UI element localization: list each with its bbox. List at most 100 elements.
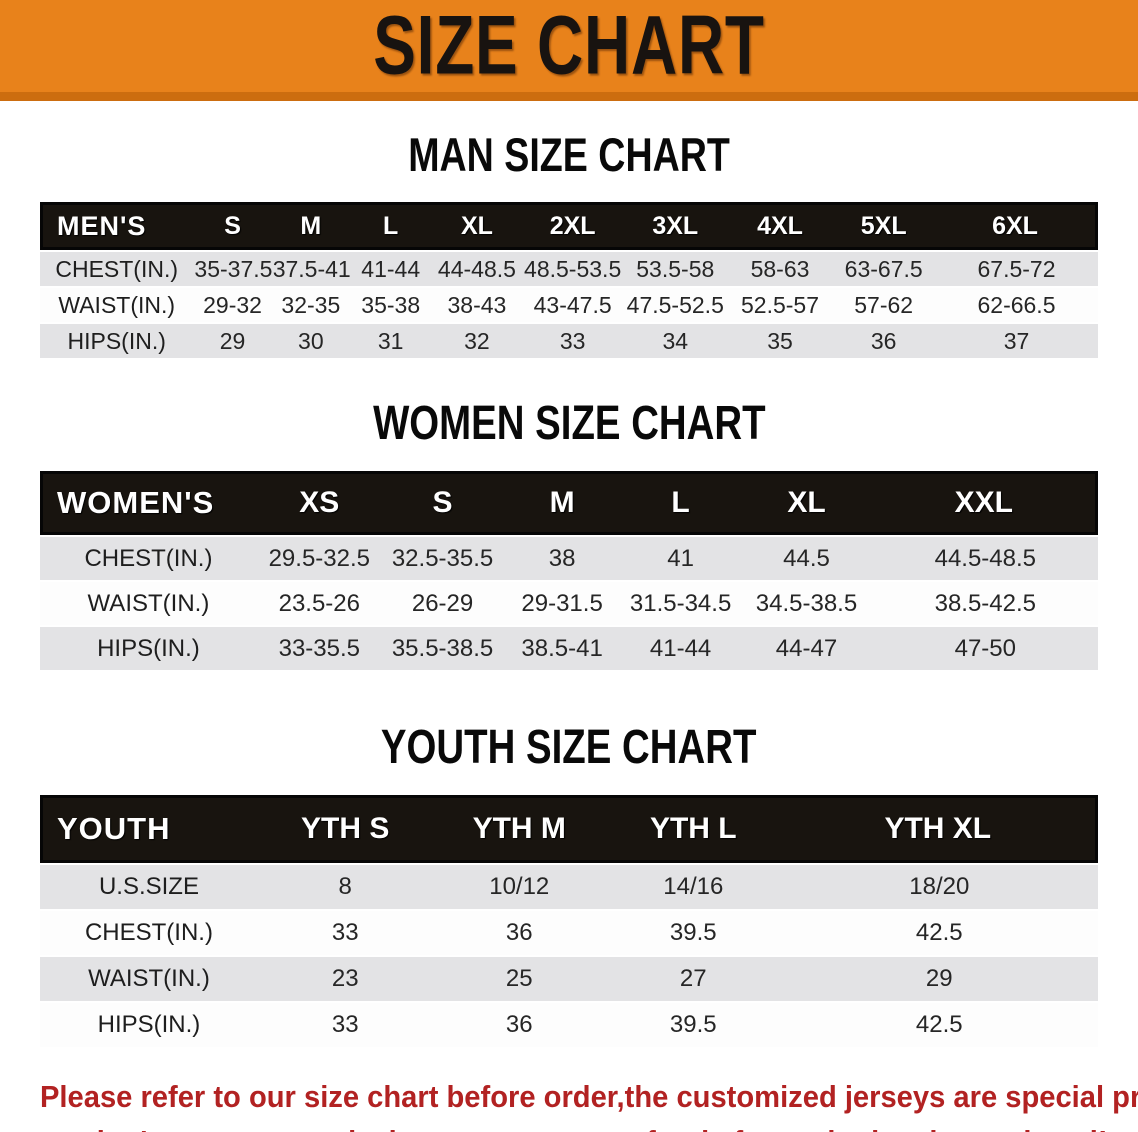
women-size-column-header: M bbox=[503, 471, 621, 535]
size-value-cell: 31.5-34.5 bbox=[620, 582, 741, 627]
size-value-cell: 38 bbox=[503, 535, 621, 582]
size-value-cell: 44.5 bbox=[740, 535, 873, 582]
women-size-column-header: XS bbox=[256, 471, 382, 535]
men-table-row: HIPS(IN.) 29 30 31 32 33 34 35 36 37 bbox=[40, 324, 1098, 360]
size-value-cell: 8 bbox=[257, 863, 433, 911]
size-value-cell: 57-62 bbox=[832, 288, 935, 324]
youth-table-row: CHEST(IN.) 33 36 39.5 42.5 bbox=[40, 911, 1098, 957]
size-value-cell: 41-44 bbox=[349, 250, 432, 288]
men-size-column-header: M bbox=[271, 202, 350, 250]
size-value-cell: 33-35.5 bbox=[256, 627, 382, 672]
men-size-column-header: 3XL bbox=[622, 202, 728, 250]
row-label: HIPS(IN.) bbox=[40, 1003, 258, 1049]
men-section-heading: MAN SIZE CHART bbox=[0, 127, 1138, 182]
youth-size-column-header: YTH XL bbox=[780, 795, 1098, 863]
size-value-cell: 44.5-48.5 bbox=[872, 535, 1098, 582]
row-label: WAIST(IN.) bbox=[40, 582, 257, 627]
size-value-cell: 47-50 bbox=[872, 627, 1098, 672]
size-value-cell: 37 bbox=[935, 324, 1098, 360]
women-table-row: WAIST(IN.) 23.5-26 26-29 29-31.5 31.5-34.5 34… bbox=[40, 582, 1098, 627]
size-value-cell: 41 bbox=[620, 535, 741, 582]
banner-title: SIZE CHART bbox=[373, 0, 765, 92]
youth-table-row: WAIST(IN.) 23 25 27 29 bbox=[40, 957, 1098, 1003]
row-label: HIPS(IN.) bbox=[40, 627, 257, 672]
youth-corner-label: YOUTH bbox=[40, 795, 258, 863]
size-value-cell: 14/16 bbox=[606, 863, 781, 911]
women-size-column-header: L bbox=[620, 471, 741, 535]
size-value-cell: 37.5-41 bbox=[271, 250, 351, 288]
disclaimer: Please refer to our size chart before or… bbox=[40, 1075, 1138, 1132]
size-value-cell: 44-47 bbox=[740, 627, 873, 672]
youth-table-row: U.S.SIZE 8 10/12 14/16 18/20 bbox=[40, 863, 1098, 911]
size-value-cell: 53.5-58 bbox=[622, 250, 728, 288]
row-label: U.S.SIZE bbox=[40, 863, 258, 911]
size-value-cell: 32 bbox=[431, 324, 523, 360]
size-value-cell: 44-48.5 bbox=[431, 250, 523, 288]
size-value-cell: 47.5-52.5 bbox=[622, 288, 728, 324]
size-value-cell: 48.5-53.5 bbox=[522, 250, 623, 288]
size-value-cell: 38.5-42.5 bbox=[872, 582, 1098, 627]
size-value-cell: 35-37.5 bbox=[193, 250, 272, 288]
size-value-cell: 52.5-57 bbox=[727, 288, 833, 324]
size-value-cell: 33 bbox=[257, 1003, 433, 1049]
youth-size-table: YOUTH YTH S YTH M YTH L YTH XL U.S.SIZE 8 10/1… bbox=[40, 795, 1098, 1049]
men-table-row: CHEST(IN.) 35-37.5 37.5-41 41-44 44-48.5 48.5… bbox=[40, 250, 1098, 288]
women-size-table: WOMEN'S XS S M L XL XXL CHEST(IN.) 29.5-32.5 32.… bbox=[40, 471, 1098, 672]
size-value-cell: 25 bbox=[432, 957, 606, 1003]
row-label: HIPS(IN.) bbox=[40, 324, 194, 360]
disclaimer-line-1: Please refer to our size chart before or… bbox=[40, 1079, 1138, 1114]
men-size-column-header: L bbox=[349, 202, 432, 250]
size-value-cell: 10/12 bbox=[432, 863, 606, 911]
men-size-column-header: 2XL bbox=[522, 202, 623, 250]
disclaimer-line-2: we don't accept cancel, change, teturn o… bbox=[40, 1120, 1108, 1132]
size-value-cell: 29.5-32.5 bbox=[256, 535, 382, 582]
size-value-cell: 23 bbox=[257, 957, 433, 1003]
size-value-cell: 62-66.5 bbox=[935, 288, 1098, 324]
size-value-cell: 30 bbox=[271, 324, 350, 360]
size-value-cell: 18/20 bbox=[780, 863, 1098, 911]
size-value-cell: 36 bbox=[432, 1003, 606, 1049]
size-value-cell: 36 bbox=[832, 324, 935, 360]
row-label: CHEST(IN.) bbox=[40, 250, 194, 288]
size-value-cell: 67.5-72 bbox=[935, 250, 1098, 288]
size-chart-banner: SIZE CHART bbox=[0, 0, 1138, 101]
size-value-cell: 29 bbox=[780, 957, 1098, 1003]
youth-table-row: HIPS(IN.) 33 36 39.5 42.5 bbox=[40, 1003, 1098, 1049]
size-value-cell: 35.5-38.5 bbox=[381, 627, 504, 672]
men-size-column-header: XL bbox=[431, 202, 523, 250]
women-size-column-header: S bbox=[381, 471, 504, 535]
men-size-table: MEN'S S M L XL 2XL 3XL 4XL 5XL 6XL CHEST(IN.) 35-3… bbox=[40, 202, 1098, 360]
size-value-cell: 42.5 bbox=[780, 911, 1098, 957]
size-value-cell: 31 bbox=[349, 324, 432, 360]
men-header-row: MEN'S S M L XL 2XL 3XL 4XL 5XL 6XL bbox=[40, 202, 1098, 250]
row-label: CHEST(IN.) bbox=[40, 535, 257, 582]
size-value-cell: 32.5-35.5 bbox=[381, 535, 504, 582]
size-value-cell: 23.5-26 bbox=[256, 582, 382, 627]
women-section-heading: WOMEN SIZE CHART bbox=[0, 396, 1138, 451]
women-corner-label: WOMEN'S bbox=[40, 471, 257, 535]
men-size-column-header: S bbox=[193, 202, 272, 250]
men-size-column-header: 5XL bbox=[832, 202, 935, 250]
men-size-column-header: 4XL bbox=[727, 202, 833, 250]
size-value-cell: 33 bbox=[522, 324, 623, 360]
size-value-cell: 34.5-38.5 bbox=[740, 582, 873, 627]
youth-section-heading: YOUTH SIZE CHART bbox=[0, 720, 1138, 775]
size-value-cell: 43-47.5 bbox=[522, 288, 623, 324]
men-table-row: WAIST(IN.) 29-32 32-35 35-38 38-43 43-47.5 47.… bbox=[40, 288, 1098, 324]
row-label: WAIST(IN.) bbox=[40, 288, 194, 324]
women-size-column-header: XXL bbox=[872, 471, 1098, 535]
youth-section-heading-text: YOUTH SIZE CHART bbox=[381, 721, 757, 774]
women-table-row: HIPS(IN.) 33-35.5 35.5-38.5 38.5-41 41-44 44-… bbox=[40, 627, 1098, 672]
size-value-cell: 32-35 bbox=[271, 288, 350, 324]
size-value-cell: 26-29 bbox=[381, 582, 504, 627]
size-value-cell: 29-31.5 bbox=[503, 582, 621, 627]
women-table-row: CHEST(IN.) 29.5-32.5 32.5-35.5 38 41 44.5 44.5… bbox=[40, 535, 1098, 582]
youth-size-column-header: YTH S bbox=[257, 795, 433, 863]
size-value-cell: 38.5-41 bbox=[503, 627, 621, 672]
size-value-cell: 35-38 bbox=[349, 288, 432, 324]
men-size-column-header: 6XL bbox=[935, 202, 1098, 250]
size-value-cell: 35 bbox=[727, 324, 833, 360]
size-value-cell: 39.5 bbox=[606, 911, 781, 957]
size-value-cell: 33 bbox=[257, 911, 433, 957]
size-value-cell: 38-43 bbox=[431, 288, 523, 324]
